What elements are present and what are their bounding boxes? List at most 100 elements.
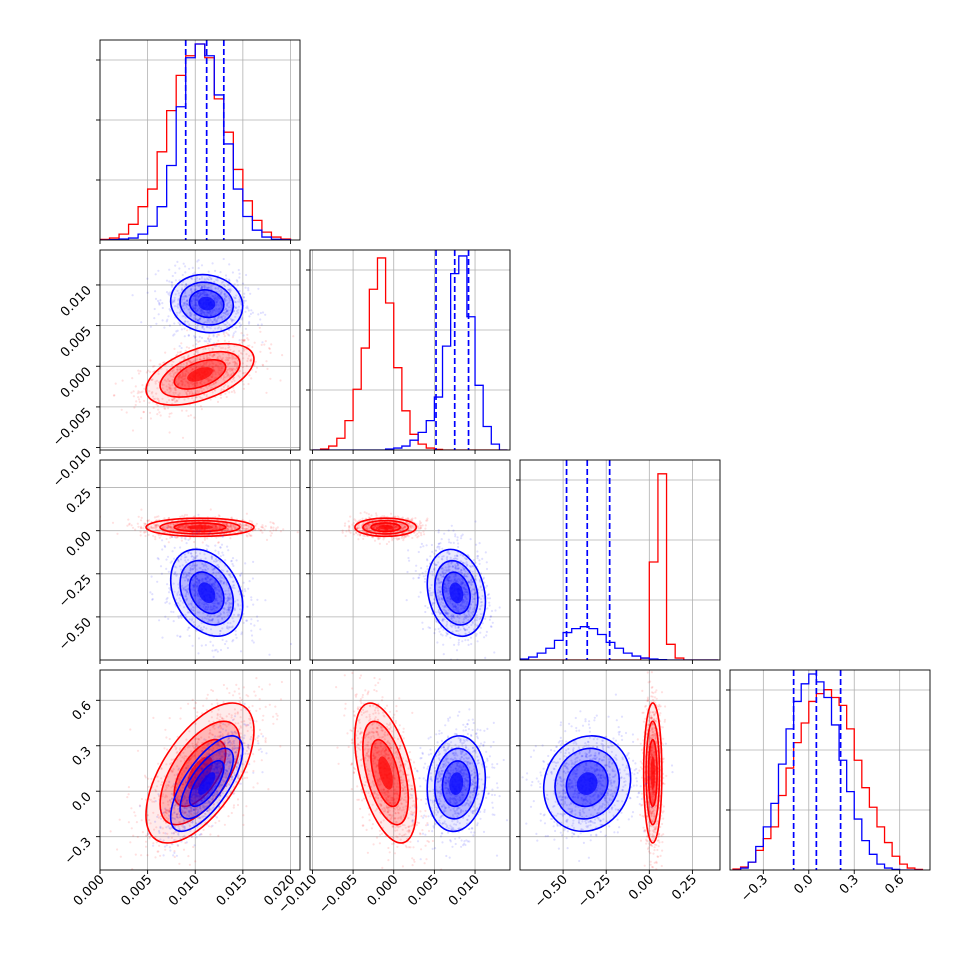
sample-point xyxy=(211,355,214,358)
sample-point xyxy=(245,364,248,368)
sample-point xyxy=(120,408,123,411)
sample-point xyxy=(205,544,208,547)
sample-point xyxy=(219,527,222,530)
sample-point xyxy=(163,527,166,530)
sample-point xyxy=(218,369,222,372)
sample-point xyxy=(179,350,183,353)
sample-point xyxy=(223,339,226,342)
sample-point xyxy=(239,352,242,355)
sample-point xyxy=(194,528,197,532)
sample-point xyxy=(244,310,247,313)
sample-point xyxy=(192,399,195,402)
sample-point xyxy=(240,523,243,526)
sample-point xyxy=(190,291,193,294)
sample-point xyxy=(420,567,423,570)
sample-point xyxy=(188,267,191,270)
sample-point xyxy=(216,318,219,321)
sample-point xyxy=(230,304,233,307)
sample-point xyxy=(354,519,357,522)
sample-point xyxy=(197,530,200,533)
sample-point xyxy=(265,538,269,541)
sample-point xyxy=(147,369,150,372)
sample-point xyxy=(206,615,209,618)
sample-point xyxy=(251,345,254,349)
panel-plot-area xyxy=(310,460,510,660)
sample-point xyxy=(246,359,249,363)
sample-point xyxy=(161,397,164,400)
sample-point xyxy=(179,368,182,371)
sample-point xyxy=(228,602,232,605)
sample-point xyxy=(244,299,247,302)
sample-point xyxy=(201,628,204,631)
sample-point xyxy=(207,356,211,360)
sample-point xyxy=(236,603,240,606)
sample-point xyxy=(173,333,176,336)
sample-point xyxy=(230,527,234,530)
sample-point xyxy=(220,281,224,284)
sample-point xyxy=(169,375,173,378)
sample-point xyxy=(245,534,248,537)
sample-point xyxy=(238,339,241,342)
sample-point xyxy=(214,304,218,307)
sample-point xyxy=(196,383,199,387)
sample-point xyxy=(241,527,244,530)
sample-point xyxy=(191,391,194,394)
sample-point xyxy=(215,592,218,595)
sample-point xyxy=(212,585,216,588)
sample-point xyxy=(484,551,487,554)
sample-point xyxy=(228,375,231,379)
sample-point xyxy=(170,610,173,613)
sample-point xyxy=(198,529,202,532)
sample-point xyxy=(216,333,219,336)
sample-point xyxy=(238,325,241,328)
sample-point xyxy=(206,605,210,608)
sample-point xyxy=(184,380,187,383)
sample-point xyxy=(177,591,180,594)
sample-point xyxy=(193,299,196,302)
sample-point xyxy=(202,355,205,358)
sample-point xyxy=(187,308,190,311)
sample-point xyxy=(229,622,232,625)
sample-point xyxy=(181,288,184,291)
sample-point xyxy=(178,267,181,270)
sample-point xyxy=(182,606,186,609)
sample-point xyxy=(417,535,420,538)
sample-point xyxy=(241,366,244,369)
sample-point xyxy=(180,536,183,539)
panel-plot-area xyxy=(100,460,300,660)
sample-point xyxy=(292,335,295,338)
sample-point xyxy=(212,526,215,530)
sample-point xyxy=(217,333,221,336)
sample-point xyxy=(192,585,195,588)
sample-point xyxy=(358,533,362,536)
sample-point xyxy=(165,527,169,530)
sample-point xyxy=(215,296,218,299)
sample-point xyxy=(203,291,206,294)
sample-point xyxy=(220,388,223,391)
sample-point xyxy=(247,357,250,360)
sample-point xyxy=(183,526,186,529)
sample-point xyxy=(227,608,230,611)
sample-point xyxy=(200,562,204,565)
sample-point xyxy=(250,377,253,380)
sample-point xyxy=(218,527,222,530)
sample-point xyxy=(270,525,273,528)
sample-point xyxy=(247,287,250,290)
sample-point xyxy=(247,309,250,312)
sample-point xyxy=(191,523,194,526)
sample-point xyxy=(230,390,233,393)
sample-point xyxy=(424,527,427,530)
sample-point xyxy=(210,354,213,357)
sample-point xyxy=(222,529,225,533)
sample-point xyxy=(195,581,198,584)
sample-point xyxy=(213,308,216,312)
sample-point xyxy=(240,332,243,335)
sample-point xyxy=(206,356,209,359)
sample-point xyxy=(185,409,188,412)
sample-point xyxy=(413,531,416,534)
sample-point xyxy=(224,323,227,326)
sample-point xyxy=(190,619,193,622)
sample-point xyxy=(214,602,217,605)
sample-point xyxy=(206,537,209,540)
